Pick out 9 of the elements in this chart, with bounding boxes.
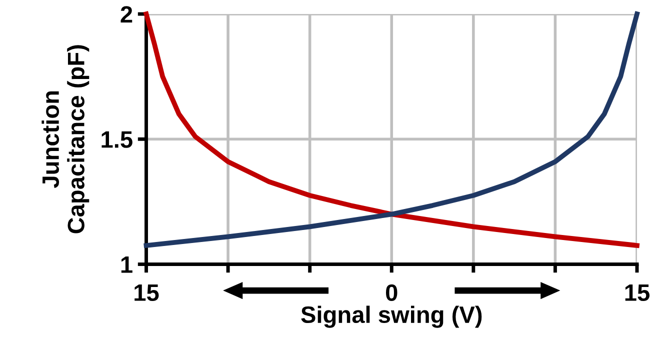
x-tick-label: 0 — [386, 284, 398, 302]
x-tick-label: 15 — [625, 284, 650, 302]
y-axis-title: Junction Capacitance (pF) — [42, 45, 90, 234]
x-axis-title: Signal swing (V) — [301, 306, 482, 328]
y-tick-label: 1 — [121, 256, 132, 273]
line-series — [144, 12, 640, 248]
y-tick-label: 1.5 — [102, 131, 132, 148]
x-tick-label: 15 — [134, 284, 159, 302]
y-tick-label: 2 — [120, 6, 132, 23]
